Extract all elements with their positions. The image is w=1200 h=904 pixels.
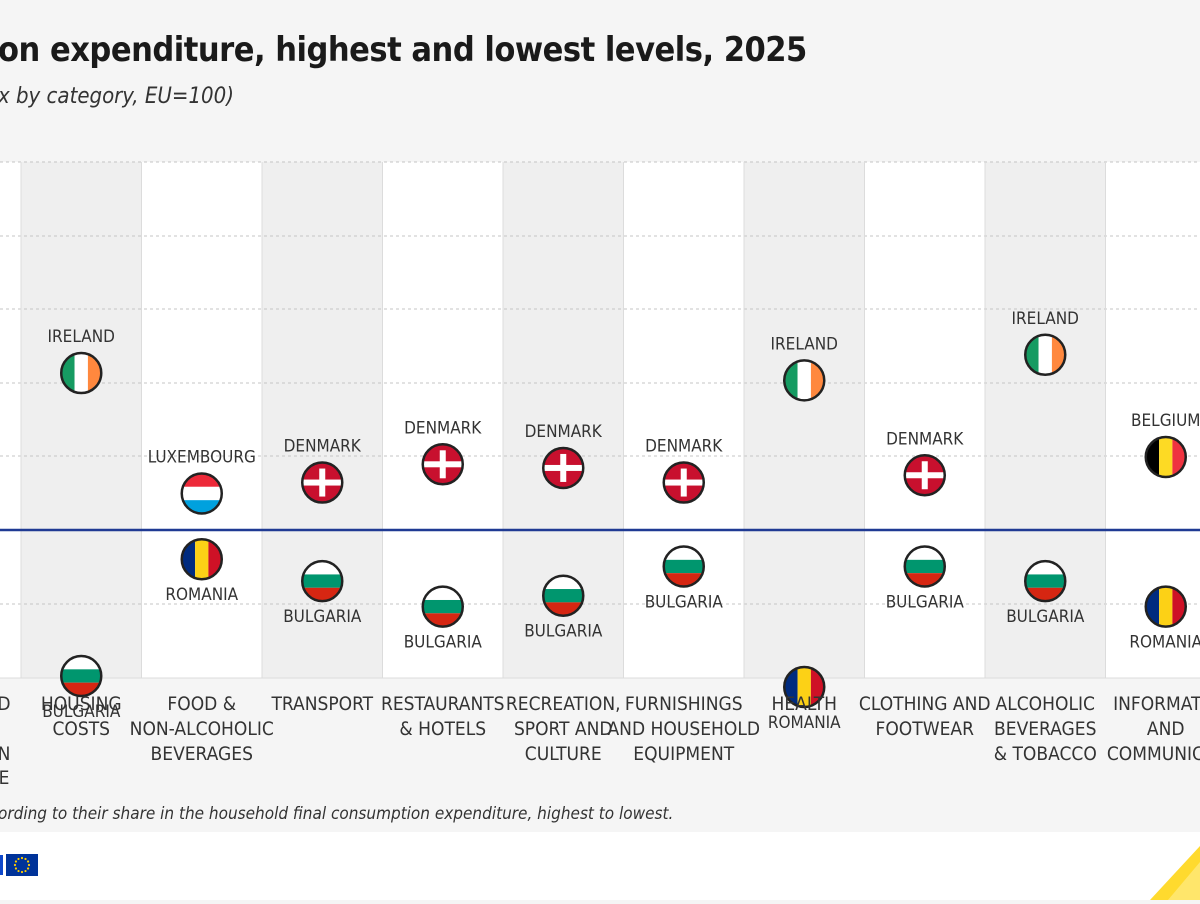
category-label-line: NON-ALCOHOLIC bbox=[130, 718, 274, 740]
low-country-label: BULGARIA bbox=[886, 593, 965, 613]
category-label-line: ALCOHOLIC bbox=[996, 693, 1095, 715]
category-label-line: CLOTHING AND bbox=[859, 693, 991, 715]
footnote: ording to their share in the household f… bbox=[0, 804, 673, 824]
flag-bulgaria-icon bbox=[302, 561, 342, 602]
eu-star bbox=[28, 864, 30, 866]
logo-fragment bbox=[0, 855, 3, 875]
category-label-line: AND HOUSEHOLD bbox=[607, 718, 760, 740]
low-country-label: BULGARIA bbox=[404, 633, 483, 653]
category-label-line: FOOD & bbox=[167, 693, 236, 715]
eu-star bbox=[27, 867, 29, 869]
category-label-line: E bbox=[0, 767, 9, 789]
high-country-label: DENMARK bbox=[404, 418, 482, 438]
eu-star bbox=[24, 870, 26, 872]
eu-star bbox=[15, 860, 17, 862]
flag-denmark-icon bbox=[905, 455, 945, 495]
category-label-line: BEVERAGES bbox=[151, 743, 253, 765]
category-label-line: HOUSING bbox=[41, 693, 122, 715]
eu-star bbox=[27, 860, 29, 862]
low-country-label: BULGARIA bbox=[1006, 607, 1085, 627]
category-label-line: FURNISHINGS bbox=[625, 693, 743, 715]
low-country-label: BULGARIA bbox=[283, 607, 362, 627]
eu-flag-icon bbox=[6, 854, 38, 876]
flag-bulgaria-icon bbox=[664, 547, 704, 588]
eu-star bbox=[21, 857, 23, 859]
category-label-line: RECREATION, bbox=[506, 693, 621, 715]
category-label-line: SPORT AND bbox=[514, 718, 613, 740]
flag-ireland-icon bbox=[784, 360, 825, 400]
high-country-label: DENMARK bbox=[645, 437, 723, 457]
flag-bulgaria-icon bbox=[61, 656, 101, 697]
flag-ireland-icon bbox=[61, 353, 102, 393]
category-label-line: AND bbox=[1147, 718, 1185, 740]
flag-bulgaria-icon bbox=[423, 587, 463, 628]
flag-denmark-icon bbox=[664, 463, 704, 503]
eu-star bbox=[17, 870, 19, 872]
eu-star bbox=[24, 858, 26, 860]
category-label-line: HEALTH bbox=[771, 693, 837, 715]
flag-denmark-icon bbox=[423, 444, 463, 484]
high-country-label: LUXEMBOURG bbox=[148, 448, 256, 468]
category-label-line: & TOBACCO bbox=[994, 743, 1097, 765]
category-labels: D NE HOUSING COSTS FOOD & NON-ALCOHOLIC BEVERA… bbox=[0, 693, 1200, 789]
price-level-chart: IRELAND BULGARIA LUXEMBOURG ROMANIA DENMARK B… bbox=[0, 0, 1200, 832]
low-country-label: BULGARIA bbox=[645, 593, 724, 613]
flag-ireland-icon bbox=[1025, 335, 1066, 375]
high-country-label: IRELAND bbox=[771, 334, 838, 354]
high-country-label: DENMARK bbox=[525, 422, 603, 442]
category-label-line: INFORMATIC bbox=[1113, 693, 1200, 715]
low-country-label: ROMANIA bbox=[1129, 633, 1200, 653]
eu-star bbox=[14, 864, 16, 866]
category-label-line: COSTS bbox=[52, 718, 110, 740]
category-label-line: BEVERAGES bbox=[994, 718, 1096, 740]
flag-bulgaria-icon bbox=[905, 547, 945, 588]
flag-bulgaria-icon bbox=[1025, 561, 1065, 602]
flag-denmark-icon bbox=[543, 448, 583, 488]
low-country-label: ROMANIA bbox=[165, 585, 238, 605]
category-label-line: D bbox=[0, 693, 11, 715]
category-label-line: & HOTELS bbox=[399, 718, 486, 740]
flag-belgium-icon bbox=[1146, 437, 1187, 477]
category-label-line: FOOTWEAR bbox=[876, 718, 975, 740]
high-country-label: BELGIUM bbox=[1131, 411, 1200, 431]
category-label-line: N bbox=[0, 743, 10, 765]
high-country-label: DENMARK bbox=[284, 437, 362, 457]
category-label-line: COMMUNICAT bbox=[1107, 743, 1200, 765]
flag-romania-icon bbox=[182, 539, 223, 579]
low-country-label: BULGARIA bbox=[524, 622, 603, 642]
footer-bar bbox=[0, 832, 1200, 900]
flag-bulgaria-icon bbox=[543, 576, 583, 617]
flag-romania-icon bbox=[1146, 587, 1187, 627]
column-band bbox=[21, 162, 142, 678]
column-band bbox=[0, 162, 21, 678]
eu-star bbox=[21, 871, 23, 873]
category-label-line: CULTURE bbox=[525, 743, 602, 765]
category-label-line: RESTAURANTS bbox=[381, 693, 505, 715]
category-label-line: EQUIPMENT bbox=[633, 743, 734, 765]
category-label-line: TRANSPORT bbox=[270, 693, 373, 715]
flag-luxembourg-icon bbox=[182, 474, 222, 515]
eu-star bbox=[15, 867, 17, 869]
flag-denmark-icon bbox=[302, 463, 342, 503]
column-band bbox=[744, 162, 865, 678]
low-country-label: ROMANIA bbox=[768, 713, 841, 733]
high-country-label: DENMARK bbox=[886, 429, 964, 449]
high-country-label: IRELAND bbox=[1012, 309, 1079, 329]
eu-star bbox=[17, 858, 19, 860]
high-country-label: IRELAND bbox=[48, 327, 115, 347]
